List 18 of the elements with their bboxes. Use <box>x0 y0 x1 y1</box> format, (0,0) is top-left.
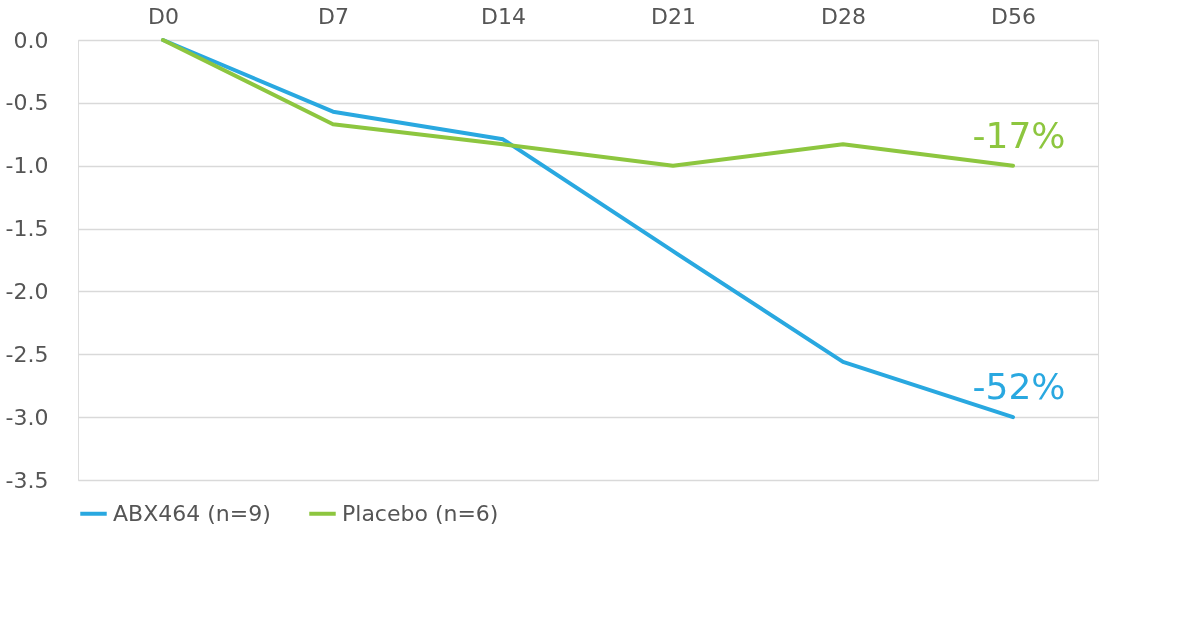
y-tick-label: -2.0 <box>5 278 49 304</box>
legend-label: Placebo (n=6) <box>342 500 499 526</box>
legend-label: ABX464 (n=9) <box>113 500 271 526</box>
y-tick-label: -3.0 <box>5 404 49 430</box>
y-tick-label: -0.5 <box>5 90 49 116</box>
y-tick-label: -1.0 <box>5 153 49 179</box>
y-tick-label: 0.0 <box>13 27 49 53</box>
x-tick-label: D28 <box>821 3 866 29</box>
annotation: -17% <box>972 114 1066 156</box>
x-tick-label: D21 <box>651 3 696 29</box>
y-tick-label: -3.5 <box>5 467 49 493</box>
y-tick-label: -2.5 <box>5 341 49 367</box>
x-tick-label: D7 <box>318 3 349 29</box>
x-tick-label: D14 <box>481 3 526 29</box>
x-tick-label: D56 <box>991 3 1036 29</box>
x-tick-label: D0 <box>148 3 179 29</box>
y-tick-label: -1.5 <box>5 216 49 242</box>
annotation: -52% <box>972 366 1066 408</box>
